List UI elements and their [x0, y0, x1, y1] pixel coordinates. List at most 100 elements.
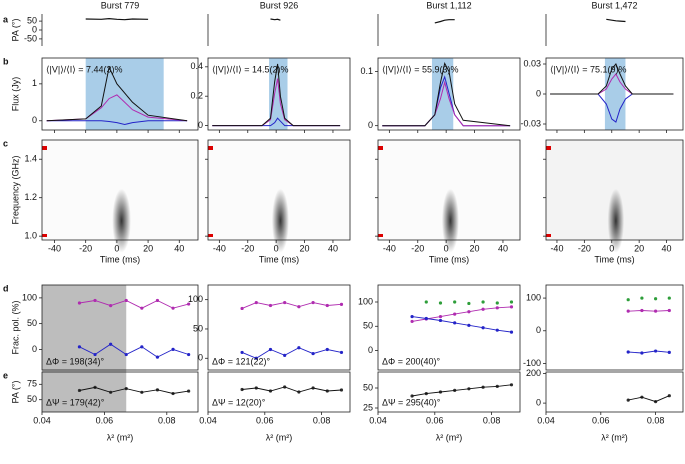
- total-flux: [382, 61, 511, 127]
- panel-letter: e: [3, 370, 8, 380]
- y-tick-label: 0: [198, 120, 203, 130]
- panel-frame: [377, 139, 521, 241]
- x-axis-label: λ² (m²): [601, 432, 628, 442]
- pa-point: [187, 389, 191, 393]
- x-axis-label: λ² (m²): [266, 432, 293, 442]
- polarization-ratio: ⟨|V|⟩/⟨I⟩ = 55.9(3)%: [382, 64, 459, 74]
- total-frac: [453, 300, 457, 304]
- total-frac: [481, 300, 485, 304]
- panel-letter: c: [3, 138, 8, 148]
- y-tick-label: 0: [32, 24, 37, 34]
- panel-frame: [377, 57, 521, 131]
- linear-frac-fit: [628, 310, 670, 312]
- panel-frame: [41, 284, 199, 371]
- total-frac: [640, 296, 644, 300]
- panel-frame: [545, 284, 684, 371]
- x-tick-label: -40: [550, 243, 563, 253]
- y-tick-label: 50: [363, 321, 373, 331]
- circular-frac-fit: [628, 350, 670, 354]
- circular-flux: [550, 93, 674, 123]
- y-axis-label: PA (°): [10, 381, 20, 404]
- y-tick-label: 75: [27, 379, 37, 389]
- circular-frac-fit: [241, 347, 342, 359]
- y-tick-label: 0: [368, 345, 373, 355]
- total-frac: [626, 298, 630, 302]
- x-tick-label: 40: [662, 243, 672, 253]
- x-tick-label: 0.06: [426, 415, 444, 425]
- y-tick-label: 100: [526, 292, 541, 302]
- x-tick-label: 0.04: [369, 415, 387, 425]
- delta-phi: ΔΦ = 121(22)°: [212, 356, 270, 366]
- panel-frame: [377, 284, 521, 371]
- burst-window: [85, 58, 164, 130]
- y-tick-label: 0: [32, 344, 37, 354]
- pa-point: [626, 398, 630, 402]
- y-tick-label: 0: [536, 397, 541, 407]
- circular-frac-fit: [412, 316, 512, 333]
- polarization-ratio: ⟨|V|⟩/⟨I⟩ = 75.1(9)%: [550, 64, 627, 74]
- x-tick-label: 40: [328, 243, 338, 253]
- panel-frame: [41, 371, 199, 413]
- delta-psi: ΔΨ = 295(40)°: [382, 397, 441, 407]
- circular-flux: [212, 117, 341, 127]
- y-tick-label: 0: [536, 88, 541, 98]
- panel-frame: [207, 371, 351, 413]
- linear-frac: [187, 302, 191, 306]
- y-tick-label: 25: [363, 402, 373, 412]
- x-tick-label: -20: [411, 243, 424, 253]
- total-frac: [667, 296, 671, 300]
- panel-letter: b: [3, 56, 9, 66]
- circular-frac: [240, 350, 244, 355]
- pa-fit: [79, 386, 189, 394]
- total-flux: [212, 63, 341, 127]
- delta-psi: ΔΨ = 12(20)°: [212, 397, 266, 407]
- linear-flux: [550, 73, 674, 95]
- y-tick-label: -100: [523, 358, 541, 368]
- y-tick-label: 1: [32, 78, 37, 88]
- total-frac: [467, 301, 471, 306]
- x-tick-label: 40: [174, 243, 184, 253]
- spectrum-blob: [607, 188, 625, 253]
- pa-fit: [412, 384, 512, 397]
- x-tick-label: 0.08: [313, 415, 331, 425]
- panel-frame: [207, 57, 351, 131]
- y-tick-label: 0.4: [190, 61, 203, 71]
- panel-frame: [41, 139, 199, 241]
- pa-point: [410, 394, 414, 398]
- x-axis-label: Time (ms): [594, 254, 634, 264]
- y-tick-label: 0.2: [190, 91, 203, 101]
- y-tick-label: 100: [22, 292, 37, 302]
- y-tick-label: -50: [24, 33, 37, 43]
- panel-frame: [377, 371, 521, 413]
- panel-frame: [545, 371, 684, 413]
- x-tick-label: 0.08: [158, 415, 176, 425]
- x-tick-label: 20: [300, 243, 310, 253]
- panel-frame: [207, 139, 351, 241]
- x-tick-label: 20: [470, 243, 480, 253]
- y-tick-label: 1.4: [24, 154, 37, 164]
- circular-frac: [187, 352, 191, 357]
- circular-frac: [410, 314, 414, 319]
- total-flux: [46, 65, 188, 122]
- burst-title: Burst 779: [101, 0, 140, 10]
- x-tick-label: 20: [143, 243, 153, 253]
- circular-flux: [46, 120, 188, 126]
- spectrum-blob: [441, 188, 459, 253]
- y-axis-label: Flux (Jy): [10, 77, 20, 112]
- spectrum-blob: [271, 188, 289, 253]
- y-tick-label: 200: [526, 368, 541, 378]
- y-tick-label: 50: [363, 382, 373, 392]
- flag: [378, 234, 383, 237]
- spectrum-blob: [112, 188, 131, 253]
- y-tick-label: -0.03: [520, 118, 541, 128]
- y-tick-label: 50: [27, 394, 37, 404]
- y-axis-label: Frequency (GHz): [10, 155, 20, 224]
- x-axis-label: Time (ms): [100, 254, 140, 264]
- x-tick-label: 0.04: [33, 415, 51, 425]
- flag: [546, 146, 551, 150]
- x-tick-label: 0.06: [592, 415, 610, 425]
- x-tick-label: -20: [241, 243, 254, 253]
- x-tick-label: 0.04: [199, 415, 217, 425]
- linear-frac-fit: [241, 302, 342, 309]
- x-tick-label: 0.04: [537, 415, 555, 425]
